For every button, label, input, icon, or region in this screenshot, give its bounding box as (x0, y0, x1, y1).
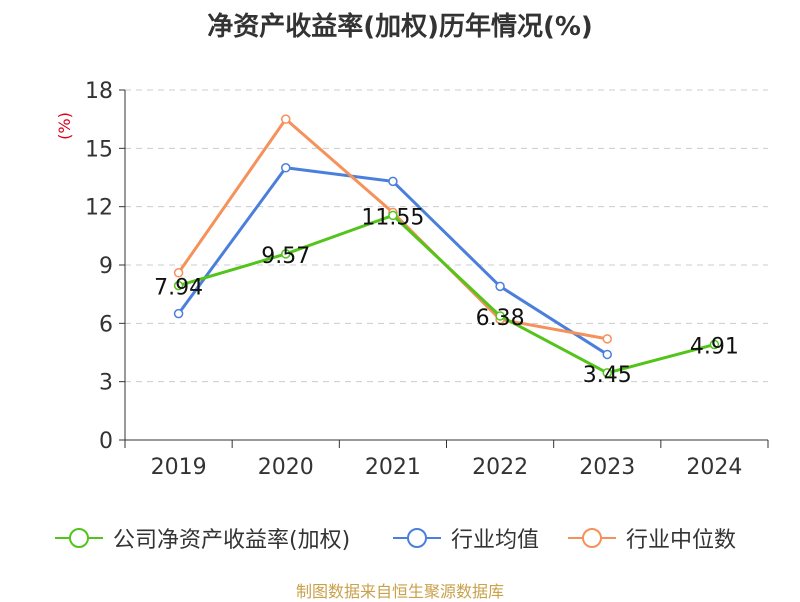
source-note: 制图数据来自恒生聚源数据库 (295, 582, 504, 601)
chart-title: 净资产收益率(加权)历年情况(%) (207, 12, 593, 42)
data-point (388, 176, 398, 187)
data-point (602, 349, 612, 360)
legend-label: 行业均值 (451, 528, 540, 553)
legend-marker (407, 528, 427, 548)
data-point (173, 280, 184, 291)
x-tick-label: 2020 (258, 455, 314, 480)
data-label: 4.91 (690, 335, 739, 360)
x-tick-label: 2022 (472, 455, 528, 480)
x-tick-label: 2021 (365, 455, 421, 480)
x-tick-label: 2023 (579, 455, 635, 480)
y-tick-label: 15 (85, 137, 113, 162)
legend-swatch (568, 528, 616, 548)
y-axis-label: (%) (55, 112, 74, 140)
y-tick-label: 9 (99, 254, 113, 279)
data-point (173, 268, 184, 278)
data-point (388, 210, 398, 221)
data-point (281, 163, 291, 173)
data-point (173, 308, 184, 319)
y-tick-label: 0 (99, 429, 113, 454)
legend-item[interactable]: 行业中位数 (568, 520, 736, 556)
legend-item[interactable]: 公司净资产收益率(加权) (55, 520, 350, 556)
legend: 公司净资产收益率(加权) 行业均值 行业中位数 (0, 520, 800, 556)
legend-swatch (393, 528, 441, 548)
y-tick-label: 18 (85, 79, 113, 104)
x-tick-label: 2019 (151, 455, 207, 480)
data-label: 11.55 (361, 205, 424, 230)
line-chart: (%) 0 3 6 9 12 15 18 2019 2020 2021 2022 2023 2024 7… (55, 79, 769, 480)
y-tick-label: 12 (85, 196, 113, 221)
data-point (602, 334, 612, 344)
legend-label: 行业中位数 (626, 528, 737, 553)
legend-label: 公司净资产收益率(加权) (113, 528, 351, 553)
data-point (281, 114, 291, 124)
y-tick-label: 6 (99, 312, 113, 337)
data-point (281, 249, 291, 259)
data-point (602, 368, 612, 378)
legend-swatch (55, 528, 103, 548)
legend-marker (69, 528, 89, 548)
data-point (495, 311, 505, 321)
data-label: 7.94 (154, 276, 203, 301)
data-label: 9.57 (261, 244, 310, 269)
data-label: 6.38 (476, 306, 525, 331)
data-point (495, 281, 505, 292)
y-tick-label: 3 (99, 371, 113, 396)
data-point (709, 339, 720, 350)
x-tick-label: 2024 (686, 455, 742, 480)
data-label: 3.45 (583, 363, 632, 388)
legend-item[interactable]: 行业均值 (393, 520, 539, 556)
legend-marker (582, 528, 602, 548)
series-line-0 (178, 213, 715, 375)
